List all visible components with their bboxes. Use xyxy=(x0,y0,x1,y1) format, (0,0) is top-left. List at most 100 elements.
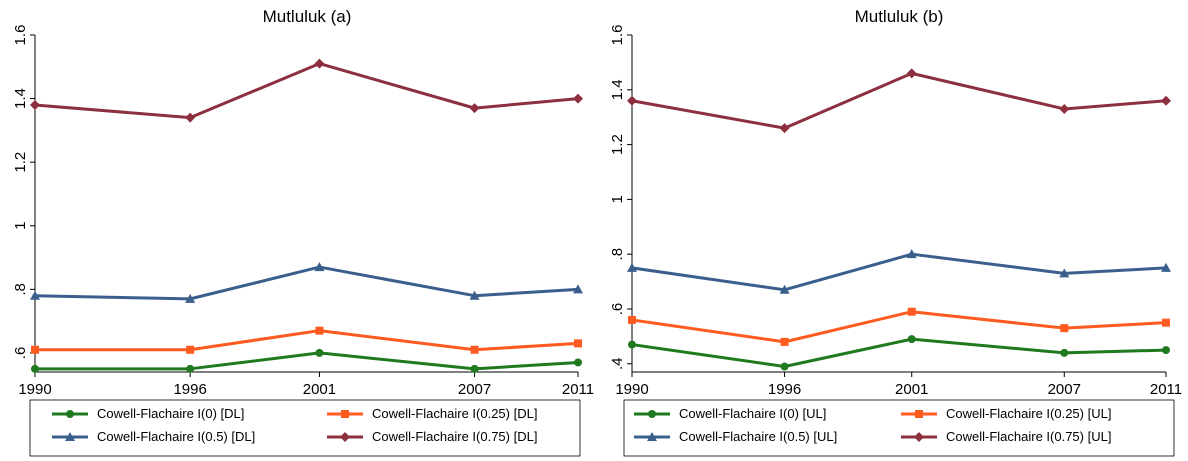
legend-item: Cowell-Flachaire I(0.25) [UL] xyxy=(901,406,1111,421)
y-tick-label: 1 xyxy=(609,195,626,203)
series-cowell-flachaire-i-0-25-ul xyxy=(628,307,1170,346)
legend-swatch-marker xyxy=(65,432,75,441)
data-point xyxy=(1059,103,1070,114)
data-point xyxy=(907,307,916,316)
data-point xyxy=(31,364,39,373)
y-tick-label: 1.2 xyxy=(12,152,29,173)
data-point xyxy=(470,345,479,354)
x-tick-label: 1996 xyxy=(768,381,801,398)
data-point xyxy=(185,293,196,303)
legend-item: Cowell-Flachaire I(0.5) [DL] xyxy=(52,429,255,444)
data-point xyxy=(315,326,324,335)
y-tick-label: 1 xyxy=(12,222,29,230)
data-point xyxy=(906,249,917,259)
data-point xyxy=(469,290,480,300)
x-tick-label: 2007 xyxy=(458,381,491,398)
x-tick-label: 2001 xyxy=(895,381,928,398)
legend: Cowell-Flachaire I(0) [UL] Cowell-Flachai… xyxy=(623,399,1175,457)
data-point xyxy=(1162,318,1170,327)
data-point xyxy=(780,337,789,346)
series-line xyxy=(631,337,1167,369)
data-point xyxy=(30,290,40,300)
data-point xyxy=(628,315,636,324)
y-axis-ticks: .4 .6 .8 1 1.2 1.4 1.6 xyxy=(609,25,632,370)
legend-label: Cowell-Flachaire I(0.25) [DL] xyxy=(372,406,537,421)
data-point xyxy=(627,95,637,106)
x-tick-label: 2011 xyxy=(562,381,594,398)
series-cowell-flachaire-i-0-5-dl xyxy=(30,262,583,303)
data-point xyxy=(906,68,917,79)
y-axis-ticks: .6 .8 1 1.2 1.4 1.6 xyxy=(12,25,35,359)
x-tick-label: 1996 xyxy=(173,381,206,398)
series-cowell-flachaire-i-0-25-dl xyxy=(31,326,582,354)
legend-swatch-marker xyxy=(340,432,350,442)
y-tick-label: .4 xyxy=(609,358,626,371)
legend-item: Cowell-Flachaire I(0) [DL] xyxy=(52,406,244,421)
series-group xyxy=(627,68,1171,371)
legend-item: Cowell-Flachaire I(0.5) [UL] xyxy=(634,429,837,444)
legend-label: Cowell-Flachaire I(0) [UL] xyxy=(679,406,826,421)
data-point xyxy=(314,262,325,272)
legend-item: Cowell-Flachaire I(0.75) [UL] xyxy=(901,429,1111,444)
x-tick-label: 1990 xyxy=(615,381,648,398)
legend-item: Cowell-Flachaire I(0.75) [DL] xyxy=(327,429,537,444)
legend-label: Cowell-Flachaire I(0.5) [UL] xyxy=(679,429,837,444)
data-point xyxy=(779,284,790,294)
data-point xyxy=(315,348,324,357)
legend-swatch-marker xyxy=(648,410,656,418)
series-line xyxy=(631,252,1167,292)
data-point xyxy=(186,364,195,373)
series-cowell-flachaire-i-0-dl xyxy=(31,348,582,373)
legend-item: Cowell-Flachaire I(0.25) [DL] xyxy=(327,406,537,421)
data-point xyxy=(1059,268,1070,278)
chart-panel-b: Mutluluk (b) .4 .6 .8 1 1.2 1.4 1.6 1990 1996 20… xyxy=(594,0,1188,461)
legend-label: Cowell-Flachaire I(0.25) [UL] xyxy=(946,406,1111,421)
legend: Cowell-Flachaire I(0) [DL] Cowell-Flachai… xyxy=(29,399,581,457)
data-point xyxy=(1161,262,1171,272)
data-point xyxy=(628,340,636,349)
line-chart-a: Mutluluk (a) .6 .8 1 1.2 1.4 1.6 1990 1996 2001… xyxy=(12,7,594,457)
series-group xyxy=(30,58,583,373)
line-chart-b: Mutluluk (b) .4 .6 .8 1 1.2 1.4 1.6 1990 1996 20… xyxy=(609,7,1182,457)
data-point xyxy=(186,345,195,354)
data-point xyxy=(1161,95,1171,106)
data-point xyxy=(1060,324,1069,333)
data-point xyxy=(469,103,480,114)
x-tick-label: 2007 xyxy=(1048,381,1081,398)
chart-title: Mutluluk (b) xyxy=(855,7,944,26)
chart-title: Mutluluk (a) xyxy=(263,7,352,26)
legend-box xyxy=(623,399,1175,457)
data-point xyxy=(1162,346,1170,355)
data-point xyxy=(627,262,637,272)
y-tick-label: 1.4 xyxy=(12,88,29,109)
legend-swatch-marker xyxy=(341,410,349,418)
y-tick-label: 1.4 xyxy=(609,79,626,100)
series-line xyxy=(631,310,1167,344)
legend-label: Cowell-Flachaire I(0.5) [DL] xyxy=(97,429,255,444)
data-point xyxy=(573,284,583,294)
series-line xyxy=(34,265,579,301)
legend-swatch-marker xyxy=(66,410,74,418)
series-line xyxy=(35,351,579,371)
legend-item: Cowell-Flachaire I(0) [UL] xyxy=(634,406,826,421)
x-axis-ticks: 1990 1996 2001 2007 2011 xyxy=(18,372,594,398)
y-tick-label: 1.6 xyxy=(12,25,29,46)
data-point xyxy=(314,58,325,69)
y-tick-label: .6 xyxy=(609,303,626,316)
data-point xyxy=(780,362,789,371)
x-tick-label: 2011 xyxy=(1150,381,1182,398)
data-point xyxy=(31,345,39,354)
data-point xyxy=(30,99,40,110)
series-line xyxy=(35,329,579,352)
data-point xyxy=(1060,348,1069,357)
series-cowell-flachaire-i-0-5-ul xyxy=(627,249,1171,294)
legend-swatch-marker xyxy=(914,432,924,442)
legend-box xyxy=(29,399,581,457)
x-tick-label: 2001 xyxy=(303,381,336,398)
series-cowell-flachaire-i-0-75-dl xyxy=(30,58,583,123)
data-point xyxy=(470,364,479,373)
chart-panel-a: Mutluluk (a) .6 .8 1 1.2 1.4 1.6 1990 1996 2001… xyxy=(12,7,594,457)
legend-swatch-marker xyxy=(915,410,923,418)
series-line xyxy=(34,62,579,120)
series-cowell-flachaire-i-0-ul xyxy=(628,335,1170,371)
